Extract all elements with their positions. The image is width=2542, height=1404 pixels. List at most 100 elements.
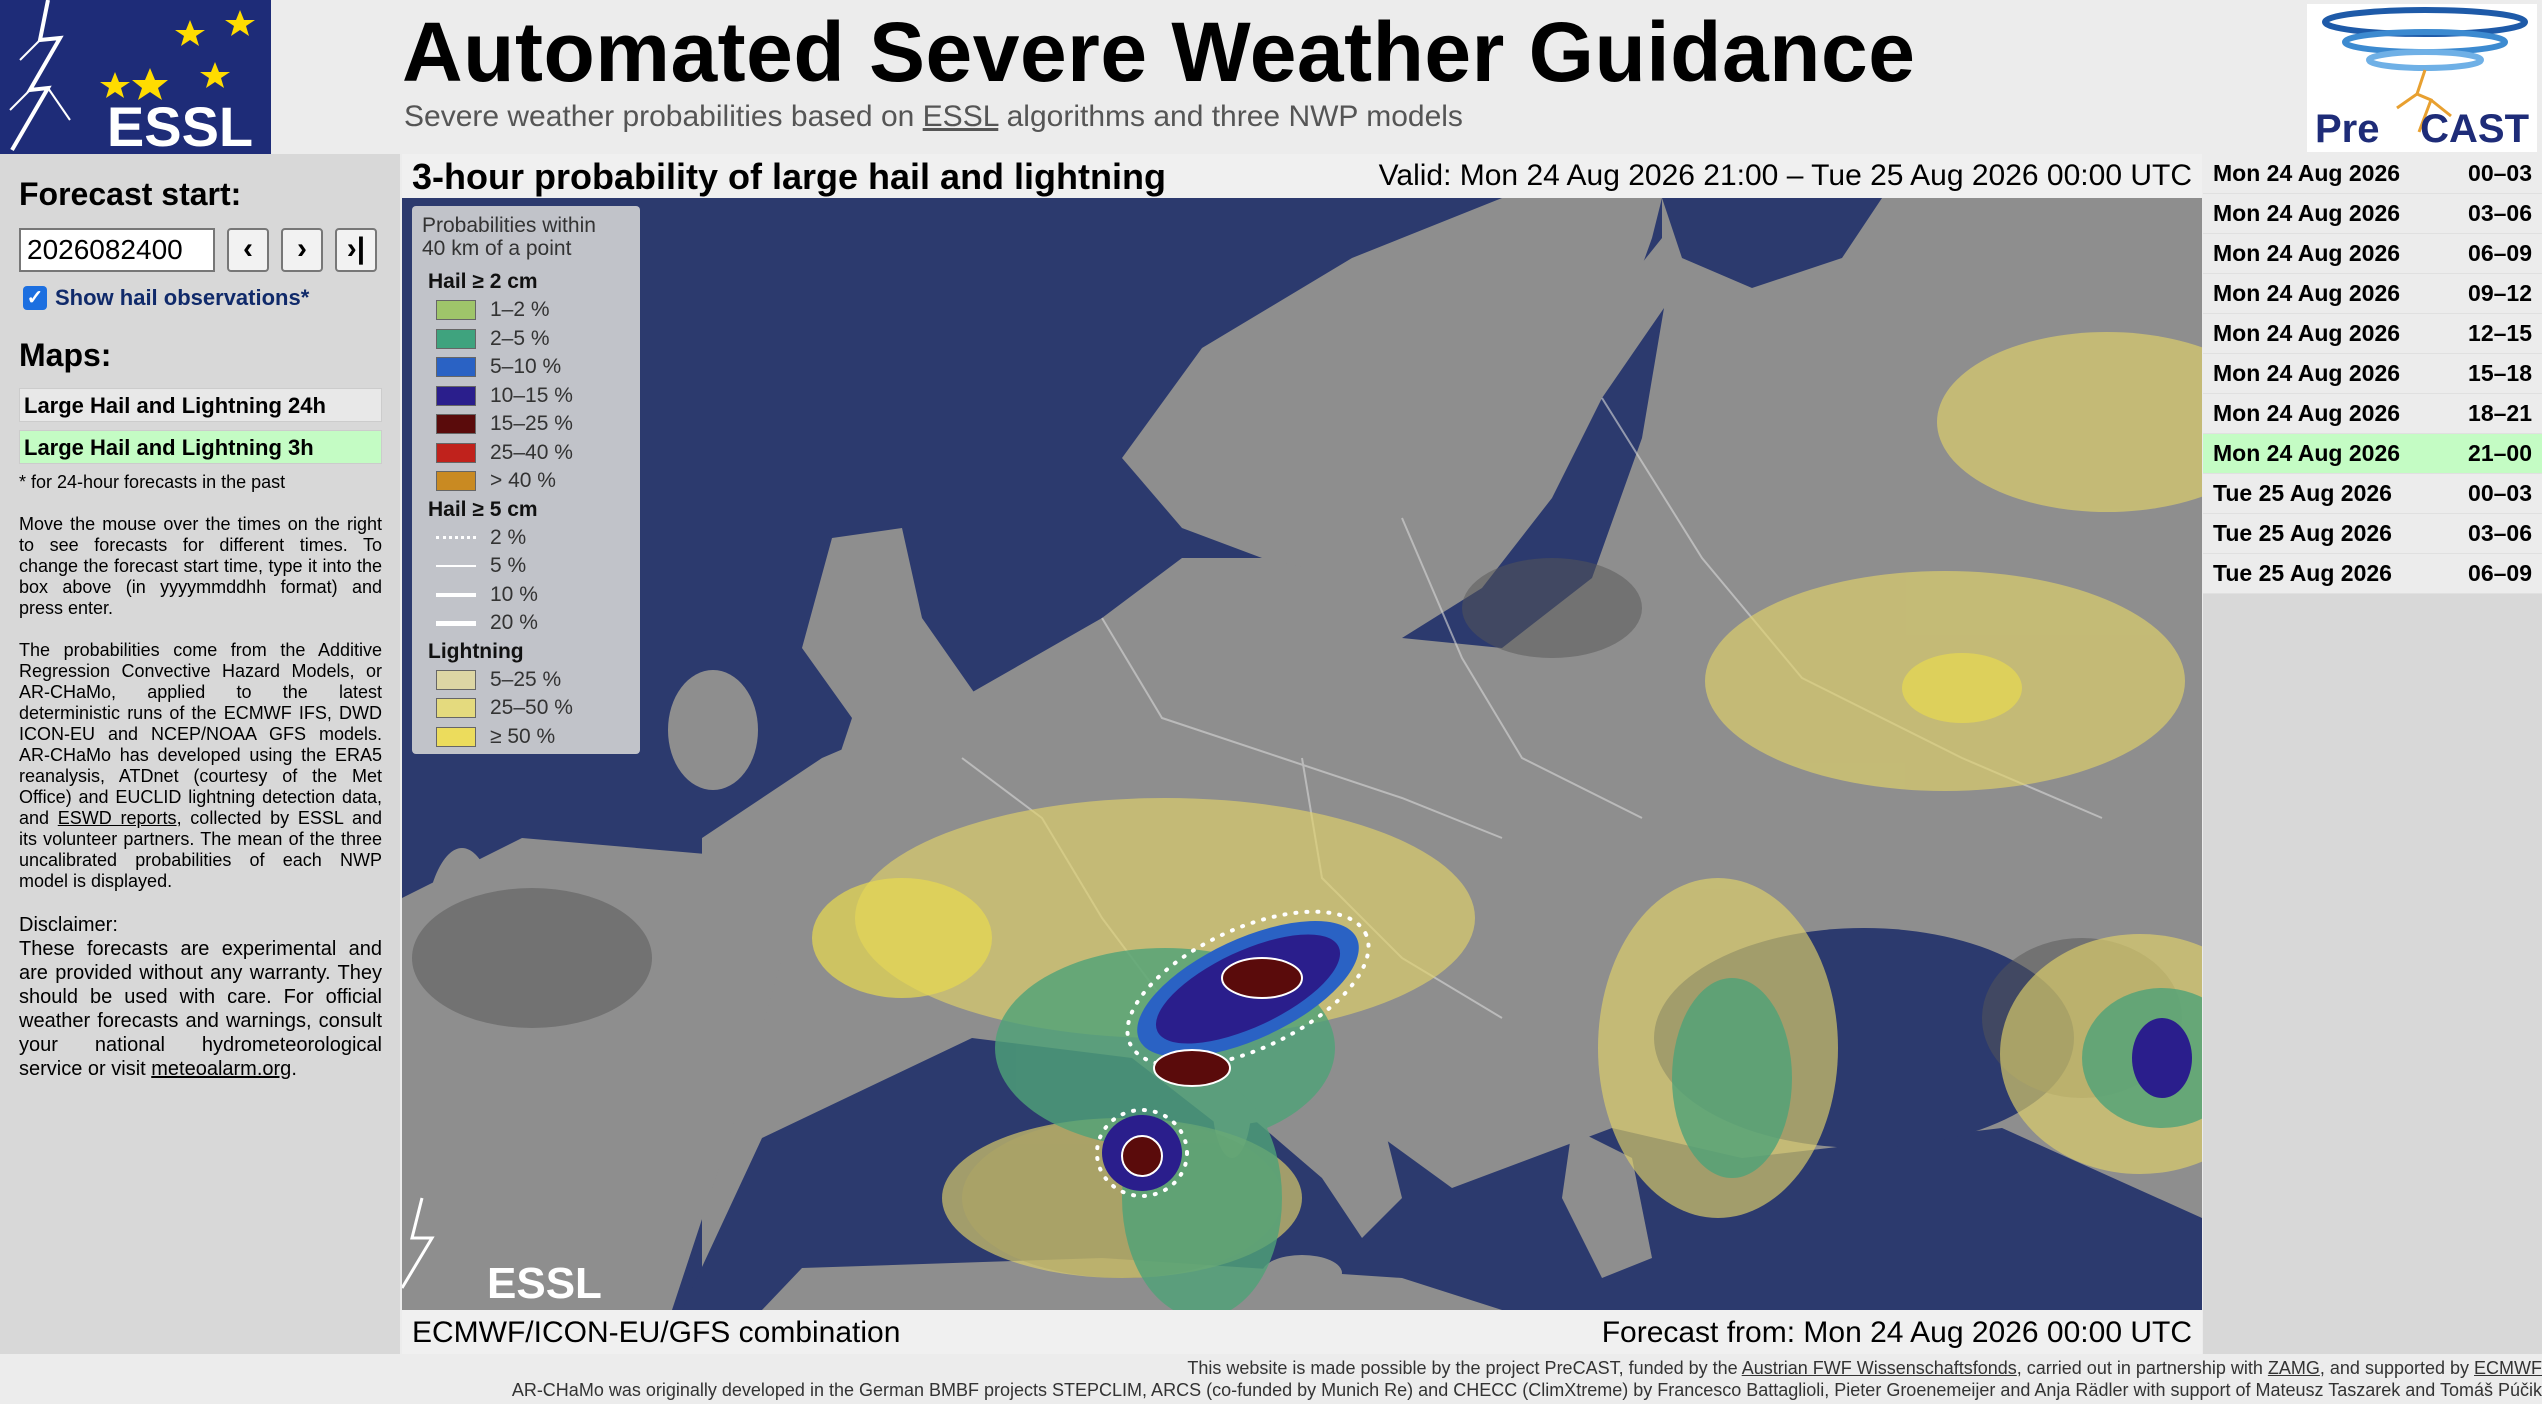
- time-date[interactable]: Mon 24 Aug 2026: [2213, 320, 2401, 346]
- description-text: , collected by ESSL and its volunteer pa…: [19, 808, 382, 891]
- time-range[interactable]: 06–09: [2468, 240, 2532, 266]
- disclaimer-text: These forecasts are experimental and are…: [19, 938, 382, 1080]
- legend-swatch: [436, 669, 476, 690]
- footer-text: , carried out in partnership with: [2016, 1358, 2268, 1378]
- essl-logo[interactable]: ESSL: [0, 0, 271, 154]
- time-date[interactable]: Mon 24 Aug 2026: [2213, 400, 2401, 426]
- legend-group-title: Hail ≥ 2 cm: [428, 270, 538, 293]
- legend-item: 25–50 %: [436, 694, 630, 723]
- map-footer: ECMWF/ICON-EU/GFS combination Forecast f…: [402, 1310, 2202, 1354]
- time-range[interactable]: 18–21: [2468, 400, 2532, 426]
- map-link-active[interactable]: Large Hail and Lightning 3h: [19, 430, 382, 464]
- footer-line: This website is made possible by the pro…: [1187, 1358, 2542, 1379]
- precast-logo[interactable]: Pre CAST: [2307, 4, 2537, 152]
- time-row[interactable]: Tue 25 Aug 2026 03–06: [2203, 514, 2542, 554]
- checkbox-label[interactable]: Show hail observations*: [55, 285, 310, 310]
- footer-text: This website is made possible by the pro…: [1187, 1358, 1742, 1378]
- legend-label: 10–15 %: [490, 383, 573, 407]
- latest-button[interactable]: ›|: [335, 228, 377, 272]
- time-range[interactable]: 21–00: [2468, 440, 2532, 466]
- legend-item: 20 %: [436, 609, 630, 638]
- legend-item: 1–2 %: [436, 296, 630, 325]
- checkbox[interactable]: ✓: [23, 286, 47, 310]
- sidebar: Forecast start: 2026082400 ‹ › ›| ✓ Show …: [0, 154, 400, 1354]
- legend-item: 10–15 %: [436, 382, 630, 411]
- time-date[interactable]: Tue 25 Aug 2026: [2213, 480, 2392, 506]
- time-date[interactable]: Tue 25 Aug 2026: [2213, 520, 2392, 546]
- note: * for 24-hour forecasts in the past: [19, 472, 286, 492]
- legend-label: 5–25 %: [490, 667, 562, 691]
- zamg-link[interactable]: ZAMG: [2267, 1358, 2320, 1378]
- time-date[interactable]: Mon 24 Aug 2026: [2213, 240, 2401, 266]
- legend-label: 25–50 %: [490, 696, 573, 720]
- time-list: Mon 24 Aug 2026 00–03 Mon 24 Aug 2026 03–06…: [2203, 154, 2542, 1354]
- precast-text: Pre: [2315, 107, 2380, 151]
- map-title: 3-hour probability of large hail and lig…: [412, 156, 1166, 197]
- legend-item: 2–5 %: [436, 325, 630, 354]
- legend-swatch: [436, 300, 476, 321]
- map-legend: Probabilities within 40 km of a point Hail…: [412, 206, 640, 754]
- legend-swatch: [436, 698, 476, 719]
- time-row[interactable]: Tue 25 Aug 2026 06–09: [2203, 554, 2542, 594]
- map-link[interactable]: Large Hail and Lightning 24h: [19, 388, 382, 422]
- time-date[interactable]: Mon 24 Aug 2026: [2213, 200, 2401, 226]
- legend-group-title: Lightning: [428, 639, 524, 663]
- time-range[interactable]: 12–15: [2468, 320, 2532, 346]
- time-range[interactable]: 09–12: [2468, 280, 2532, 306]
- meteoalarm-link[interactable]: meteoalarm.org: [151, 1058, 292, 1080]
- time-date[interactable]: Mon 24 Aug 2026: [2213, 280, 2401, 306]
- map-valid-time: Valid: Mon 24 Aug 2026 21:00 – Tue 25 Au…: [1378, 159, 2192, 192]
- time-range[interactable]: 06–09: [2468, 560, 2532, 586]
- time-row[interactable]: Mon 24 Aug 2026 00–03: [2203, 154, 2542, 194]
- subtitle-text: Severe weather probabilities based on: [404, 100, 923, 133]
- description: The probabilities come from the Additive…: [19, 640, 382, 892]
- description-text: The probabilities come from the Additive…: [19, 640, 382, 828]
- time-range[interactable]: 03–06: [2468, 200, 2532, 226]
- time-range[interactable]: 03–06: [2468, 520, 2532, 546]
- fwf-link[interactable]: Austrian FWF Wissenschaftsfonds: [1741, 1358, 2017, 1378]
- time-row[interactable]: Tue 25 Aug 2026 00–03: [2203, 474, 2542, 514]
- page-subtitle: Severe weather probabilities based on ES…: [404, 100, 1463, 134]
- legend-swatch: [436, 328, 476, 349]
- legend-label: 1–2 %: [490, 298, 550, 322]
- map-watermark: ESSL: [487, 1259, 602, 1308]
- forecast-start-row: 2026082400 ‹ › ›|: [19, 227, 382, 273]
- legend-label: 5–10 %: [490, 355, 562, 379]
- legend-line: [436, 620, 476, 626]
- time-range[interactable]: 00–03: [2468, 160, 2532, 186]
- time-row[interactable]: Mon 24 Aug 2026 06–09: [2203, 234, 2542, 274]
- legend-title: Probabilities within 40 km of a point: [422, 214, 630, 260]
- legend-item: 5–25 %: [436, 666, 630, 695]
- page-title: Automated Severe Weather Guidance: [402, 5, 1916, 99]
- ecmwf-link[interactable]: ECMWF: [2474, 1358, 2542, 1378]
- time-row[interactable]: Mon 24 Aug 2026 12–15: [2203, 314, 2542, 354]
- time-row-active[interactable]: Mon 24 Aug 2026 21–00: [2203, 434, 2542, 474]
- eswd-link[interactable]: ESWD reports: [57, 808, 177, 828]
- subtitle-text: algorithms and three NWP models: [998, 100, 1463, 133]
- legend-swatch: [436, 414, 476, 435]
- forecast-start-input[interactable]: 2026082400: [19, 228, 215, 272]
- map-header: 3-hour probability of large hail and lig…: [402, 154, 2202, 198]
- time-date[interactable]: Tue 25 Aug 2026: [2213, 560, 2392, 586]
- time-row[interactable]: Mon 24 Aug 2026 03–06: [2203, 194, 2542, 234]
- time-date[interactable]: Mon 24 Aug 2026: [2213, 360, 2401, 386]
- time-row[interactable]: Mon 24 Aug 2026 15–18: [2203, 354, 2542, 394]
- time-date[interactable]: Mon 24 Aug 2026: [2213, 440, 2401, 466]
- legend-label: 10 %: [490, 582, 538, 606]
- disclaimer-title: Disclaimer:: [19, 914, 118, 936]
- precast-text: CAST: [2420, 107, 2529, 151]
- time-row[interactable]: Mon 24 Aug 2026 18–21: [2203, 394, 2542, 434]
- time-range[interactable]: 00–03: [2468, 480, 2532, 506]
- essl-link[interactable]: ESSL: [922, 100, 999, 133]
- time-range[interactable]: 15–18: [2468, 360, 2532, 386]
- time-date[interactable]: Mon 24 Aug 2026: [2213, 160, 2401, 186]
- legend-item: 2 %: [436, 524, 630, 553]
- map-panel: 3-hour probability of large hail and lig…: [402, 154, 2202, 1354]
- legend-group-title: Hail ≥ 5 cm: [428, 497, 538, 521]
- next-button[interactable]: ›: [281, 228, 323, 272]
- legend-title-line: Probabilities within: [422, 214, 596, 237]
- legend-swatch: [436, 385, 476, 406]
- prev-button[interactable]: ‹: [227, 228, 269, 272]
- time-row[interactable]: Mon 24 Aug 2026 09–12: [2203, 274, 2542, 314]
- hail-observations-option[interactable]: ✓ Show hail observations*: [23, 285, 382, 311]
